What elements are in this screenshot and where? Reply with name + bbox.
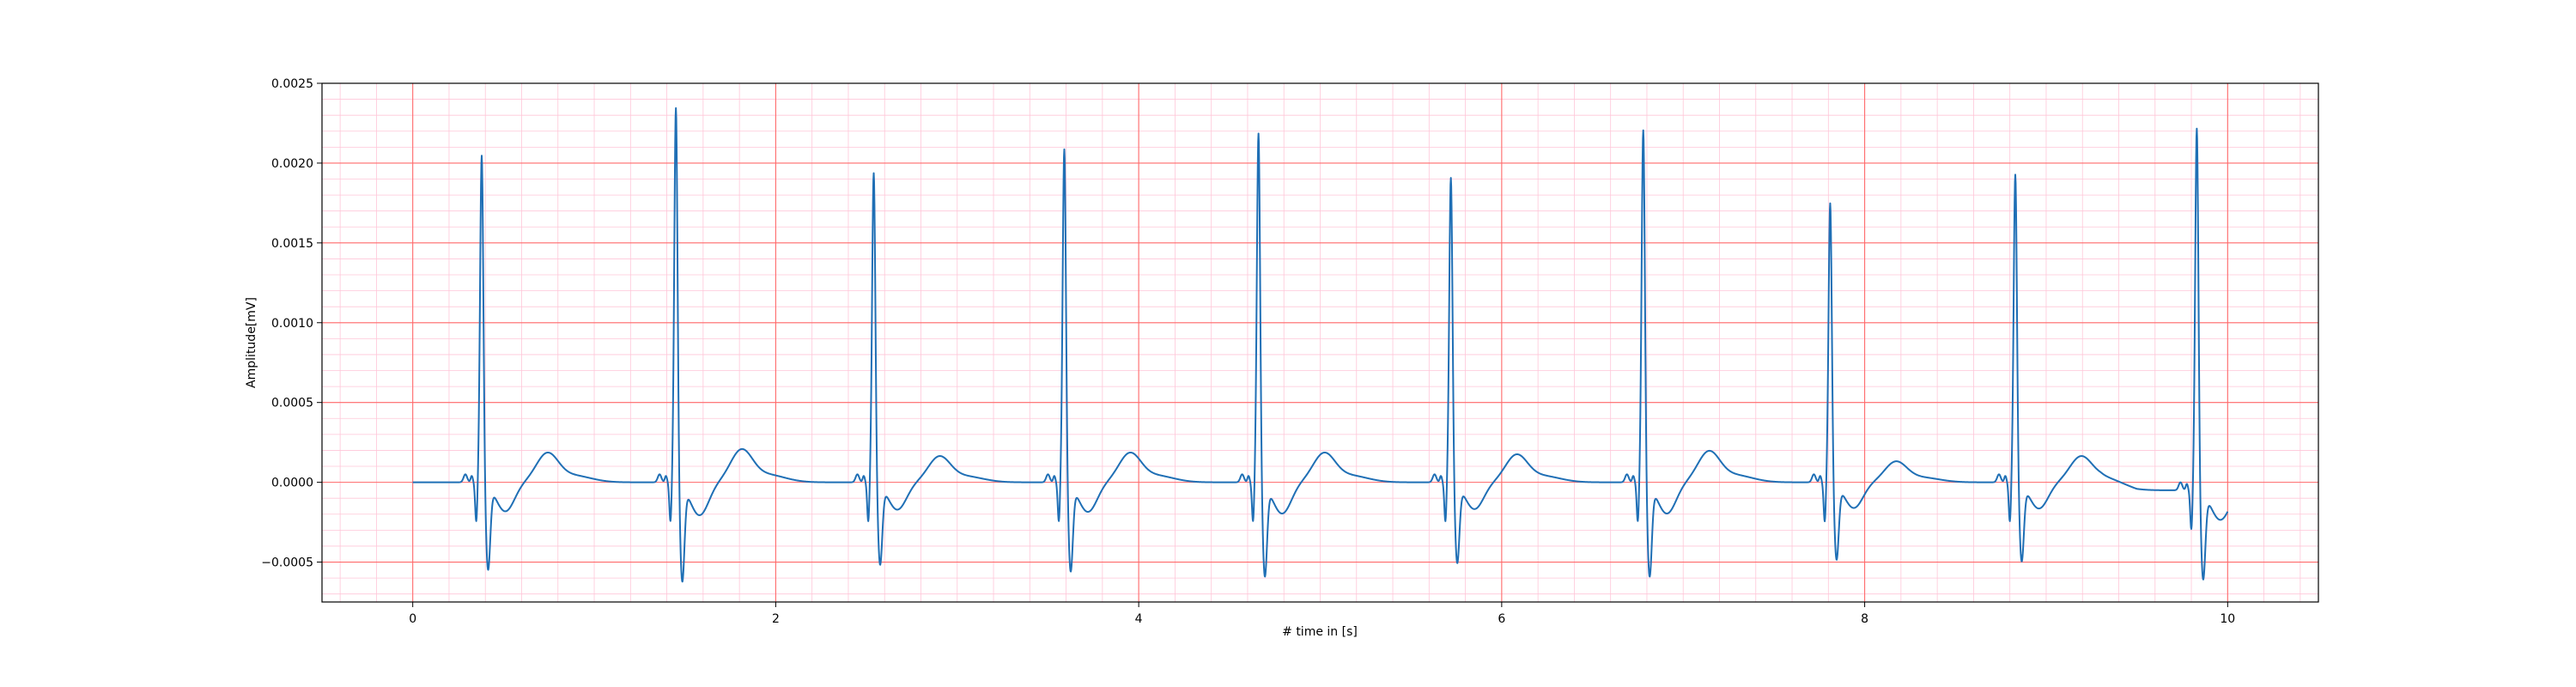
plot-area: [412, 106, 2229, 583]
x-tick-label: 10: [2220, 612, 2235, 626]
y-axis-ticks: −0.0005 0.0000 0.0005 0.0010 0.0015 0.0020 0.0…: [261, 77, 322, 570]
y-tick-label: 0.0020: [271, 157, 313, 171]
y-tick-label: 0.0015: [271, 237, 313, 251]
x-tick-label: 4: [1135, 612, 1143, 626]
plot-frame: [321, 82, 2319, 603]
y-tick-label: 0.0025: [271, 77, 313, 91]
y-tick-label: 0.0000: [271, 477, 313, 490]
y-tick-label: 0.0010: [271, 317, 313, 331]
x-axis-ticks: 0 2 4 6 8 10: [409, 602, 2235, 626]
x-axis-label: # time in [s]: [1282, 625, 1358, 639]
x-tick-label: 0: [409, 612, 416, 626]
x-tick-label: 2: [772, 612, 780, 626]
x-tick-label: 6: [1498, 612, 1505, 626]
ecg-series-line: [412, 106, 2229, 583]
x-tick-label: 8: [1861, 612, 1868, 626]
y-axis-label: Amplitude[mV]: [245, 297, 258, 388]
y-tick-label: −0.0005: [261, 556, 313, 570]
y-tick-label: 0.0005: [271, 397, 313, 410]
